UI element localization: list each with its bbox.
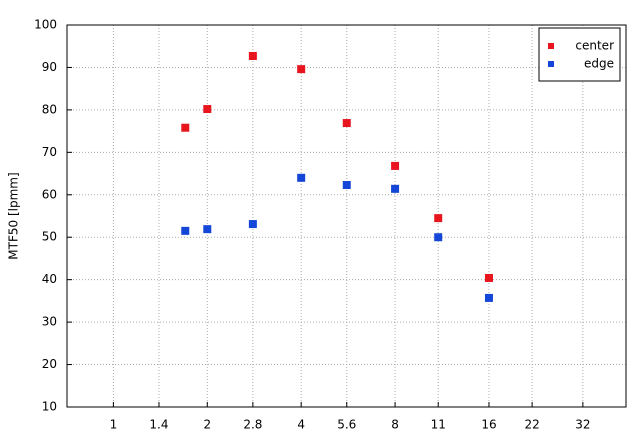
- x-tick-label: 16: [481, 418, 496, 432]
- point: [484, 293, 493, 302]
- point: [248, 51, 257, 60]
- legend-box: [538, 27, 621, 82]
- point: [203, 105, 212, 114]
- x-tick-label: 5.6: [337, 418, 356, 432]
- x-tick-label: 2.8: [243, 418, 262, 432]
- x-tick-label: 4: [297, 418, 305, 432]
- point: [342, 119, 351, 128]
- x-tick-label: 1: [110, 418, 118, 432]
- x-tick-label: 22: [524, 418, 539, 432]
- point: [484, 273, 493, 282]
- x-tick-label: 2: [203, 418, 211, 432]
- y-tick-label: 60: [42, 187, 57, 201]
- x-tick-label: 11: [431, 418, 446, 432]
- x-tick-label: 32: [575, 418, 590, 432]
- point: [297, 65, 306, 74]
- point: [181, 226, 190, 235]
- legend-label: center: [575, 39, 614, 53]
- point: [391, 161, 400, 170]
- y-tick-label: 70: [42, 145, 57, 159]
- y-tick-label: 90: [42, 60, 57, 74]
- point: [297, 173, 306, 182]
- x-tick-label: 1.4: [149, 418, 168, 432]
- y-tick-label: 100: [34, 18, 57, 32]
- legend-label: edge: [584, 57, 614, 71]
- plot-frame: [66, 24, 627, 408]
- point: [203, 225, 212, 234]
- y-axis-label: MTF50 [lpmm]: [7, 172, 21, 259]
- y-tick-label: 50: [42, 230, 57, 244]
- x-tick-label: 8: [391, 418, 399, 432]
- legend-marker: [548, 61, 554, 67]
- y-tick-label: 30: [42, 315, 57, 329]
- point: [248, 220, 257, 229]
- point: [342, 181, 351, 190]
- y-tick-label: 20: [42, 357, 57, 371]
- point: [434, 233, 443, 242]
- y-tick-label: 40: [42, 272, 57, 286]
- point: [434, 214, 443, 223]
- point: [181, 123, 190, 132]
- y-tick-label: 80: [42, 102, 57, 116]
- y-tick-label: 10: [42, 400, 57, 414]
- point: [391, 184, 400, 193]
- legend-marker: [548, 43, 554, 49]
